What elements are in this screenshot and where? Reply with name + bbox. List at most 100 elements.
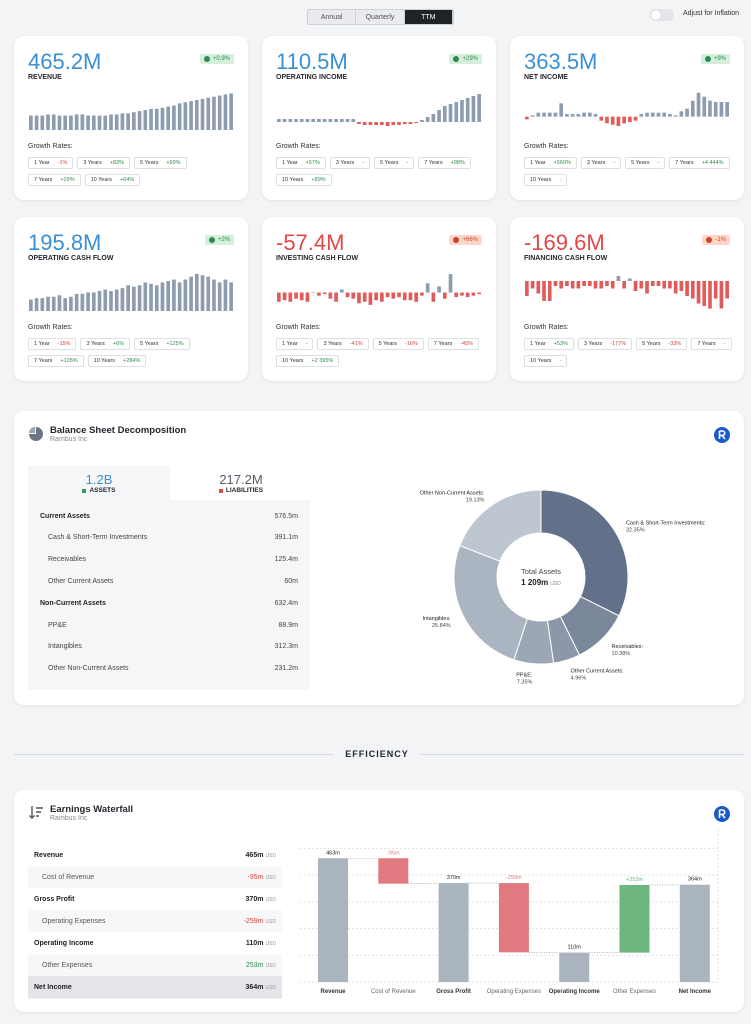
row-value: 632.4m xyxy=(274,599,298,607)
spark-bar xyxy=(294,119,298,122)
spark-bar xyxy=(34,115,39,130)
growth-value: +125% xyxy=(166,341,184,347)
growth-value: +89% xyxy=(311,177,326,183)
growth-chip[interactable]: 7 Years +105% xyxy=(28,355,84,367)
growth-chip[interactable]: 3 Years +6% xyxy=(80,338,130,350)
growth-chip[interactable]: 1 Year +560% xyxy=(524,157,577,169)
period-tab[interactable]: TTM xyxy=(404,10,453,24)
growth-period: 10 Years xyxy=(93,358,116,364)
growth-chip[interactable]: 7 Years +4 444% xyxy=(669,157,730,169)
metric-label: FINANCING CASH FLOW xyxy=(524,255,608,262)
badge-icon xyxy=(704,56,711,62)
spark-bar xyxy=(277,119,281,122)
badge-icon xyxy=(706,237,713,243)
growth-period: 7 Years xyxy=(433,341,453,347)
segment-percent: 4.96% xyxy=(571,675,587,681)
spark-bar xyxy=(525,116,529,120)
spark-bar xyxy=(702,281,707,306)
spark-bar xyxy=(80,293,85,311)
sparkline xyxy=(277,94,481,126)
spark-bar xyxy=(109,291,113,311)
growth-chip[interactable]: 1 Year -1% xyxy=(28,157,74,169)
balance-tab[interactable]: 1.2B ASSETS xyxy=(28,466,170,500)
growth-chip[interactable]: 7 Years +98% xyxy=(418,157,471,169)
growth-chip[interactable]: 10 Years +2 395% xyxy=(276,355,340,367)
spark-bar xyxy=(650,281,655,286)
spark-bar xyxy=(628,278,632,281)
growth-chip[interactable]: 1 Year +57% xyxy=(276,157,326,169)
spark-bar xyxy=(294,292,298,299)
spark-bar xyxy=(547,281,552,301)
growth-chip[interactable]: 3 Years - xyxy=(329,157,371,169)
spark-bar xyxy=(120,113,125,130)
growth-chip[interactable]: 5 Years +125% xyxy=(133,338,190,350)
growth-chip[interactable]: 1 Year +53% xyxy=(524,338,574,350)
growth-chip[interactable]: 7 Years +29% xyxy=(28,174,81,186)
growth-value: -33% xyxy=(668,341,682,347)
inflation-toggle[interactable] xyxy=(650,9,674,21)
growth-chip[interactable]: 3 Years +83% xyxy=(77,157,130,169)
spark-bar xyxy=(565,281,569,286)
donut-chart: Cash & Short-Term Investments:32.35% Rece… xyxy=(420,489,706,686)
spark-bar xyxy=(696,281,701,304)
growth-chip[interactable]: 1 Year - xyxy=(276,338,314,350)
growth-chip[interactable]: 10 Years - xyxy=(524,174,568,186)
growth-chip[interactable]: 10 Years +89% xyxy=(276,174,332,186)
growth-chip[interactable]: 3 Years - xyxy=(580,157,622,169)
spark-bar xyxy=(91,115,96,130)
category-label: Gross Profit xyxy=(436,989,471,995)
growth-chip[interactable]: 10 Years - xyxy=(524,355,568,367)
row-value: 576.5m xyxy=(274,512,298,520)
spark-bar xyxy=(288,292,293,302)
growth-chip[interactable]: 10 Years +284% xyxy=(87,355,147,367)
growth-chip[interactable]: 5 Years - xyxy=(625,157,666,169)
spark-bar xyxy=(166,106,171,130)
growth-chip[interactable]: 1 Year -15% xyxy=(28,338,77,350)
waterfall-chart: 463m Revenue -95m Cost of Revenue 370m Gross … xyxy=(300,830,719,995)
sparkline xyxy=(525,92,729,126)
spark-bar xyxy=(311,292,316,294)
spark-bar xyxy=(351,292,356,299)
growth-label: Growth Rates: xyxy=(524,143,569,150)
spark-bar xyxy=(282,292,287,301)
value-number: 253m xyxy=(245,961,264,969)
spark-bar xyxy=(63,298,68,311)
growth-chip[interactable]: 10 Years +64% xyxy=(84,174,141,186)
growth-chip[interactable]: 3 Years -41% xyxy=(317,338,369,350)
spark-bar xyxy=(420,292,424,296)
waterfall-card: Earnings Waterfall Rambus Inc Revenue 465… xyxy=(14,790,744,1012)
spark-bar xyxy=(322,292,327,295)
spark-bar xyxy=(334,292,338,302)
spark-bar xyxy=(673,115,678,117)
growth-chip[interactable]: 7 Years -45% xyxy=(427,338,480,350)
row-value: 370m USD xyxy=(246,896,276,903)
spark-bar xyxy=(593,114,598,117)
spark-bar xyxy=(137,285,142,311)
balance-table: Current Assets 576.5m Cash & Short-Term In… xyxy=(28,500,310,690)
waterfall-bar xyxy=(438,883,469,982)
growth-chip[interactable]: 5 Years -16% xyxy=(372,338,424,350)
growth-chip[interactable]: 3 Years -177% xyxy=(577,338,633,350)
spark-bar xyxy=(183,279,188,311)
spark-bar xyxy=(206,97,211,130)
growth-chip[interactable]: 7 Years - xyxy=(691,338,732,350)
growth-chip[interactable]: 5 Years +99% xyxy=(133,157,187,169)
balance-tab[interactable]: 217.2M LIABILITIES xyxy=(170,466,312,500)
change-badge: +0.9% xyxy=(199,54,234,64)
period-tab[interactable]: Quarterly xyxy=(356,10,405,24)
growth-value: +99% xyxy=(166,160,181,166)
growth-period: 10 Years xyxy=(530,177,552,183)
spark-bar xyxy=(420,120,424,122)
spark-bar xyxy=(154,108,159,130)
spark-bar xyxy=(299,119,304,122)
segment-label: Receivables: xyxy=(612,644,644,650)
growth-chip[interactable]: 5 Years -33% xyxy=(636,338,688,350)
spark-bar xyxy=(391,122,396,125)
spark-bar xyxy=(662,281,667,289)
spark-bar xyxy=(713,281,718,299)
growth-period: 7 Years xyxy=(34,358,53,364)
spark-bar xyxy=(288,119,293,122)
period-tab[interactable]: Annual xyxy=(308,10,357,24)
growth-chip[interactable]: 5 Years - xyxy=(374,157,415,169)
logo xyxy=(714,806,730,822)
